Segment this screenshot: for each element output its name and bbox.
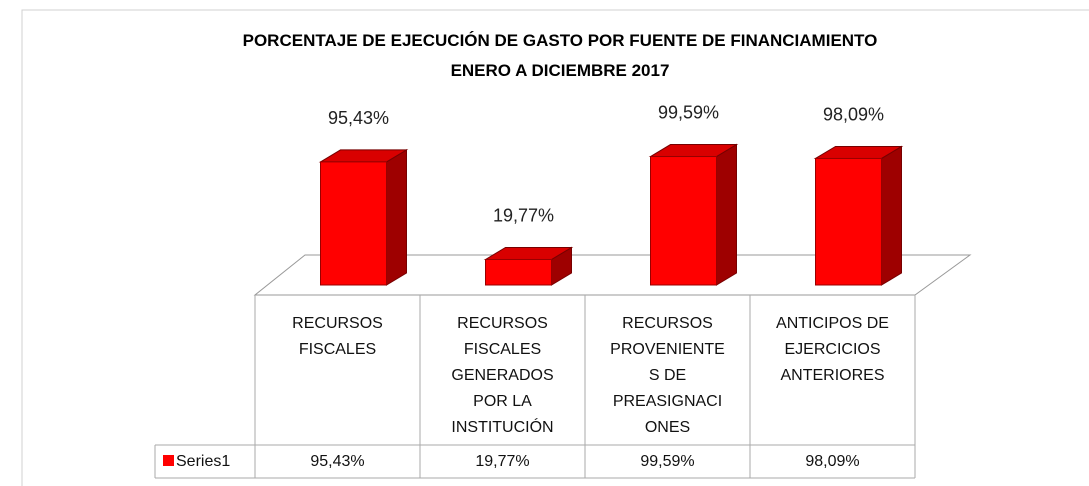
chart-subtitle: ENERO A DICIEMBRE 2017 — [451, 61, 670, 80]
category-label: ANTICIPOS DE EJERCICIOS ANTERIORES — [776, 315, 889, 384]
data-label: 99,59% — [658, 103, 719, 123]
bar-front — [485, 258, 552, 286]
chart-frame — [21, 9, 1089, 486]
table-value: 99,59% — [640, 453, 695, 470]
bar-front — [815, 157, 882, 286]
table-value: 98,09% — [805, 453, 860, 470]
bar — [813, 145, 904, 286]
bar-front — [650, 156, 717, 286]
data-label: 95,43% — [328, 108, 389, 128]
bar — [483, 246, 574, 286]
chart-title: PORCENTAJE DE EJECUCIÓN DE GASTO POR FUE… — [243, 31, 878, 50]
table-value: 95,43% — [310, 453, 365, 470]
legend-swatch — [163, 455, 174, 466]
bar-side — [716, 143, 737, 286]
legend-label: Series1 — [176, 453, 231, 470]
table-value: 19,77% — [475, 453, 530, 470]
category-label: RECURSOS FISCALES GENERADOS POR LA INSTI… — [451, 315, 554, 436]
bar-front — [320, 161, 387, 286]
bar — [648, 143, 739, 286]
bar-side — [881, 145, 902, 286]
bar — [318, 149, 409, 286]
data-label: 98,09% — [823, 104, 884, 124]
category-label: RECURSOS FISCALES — [292, 315, 383, 358]
bar-side — [386, 149, 407, 286]
category-label: RECURSOS PROVENIENTES DE PREASIGNACIONES — [610, 315, 725, 436]
data-label: 19,77% — [493, 205, 554, 225]
